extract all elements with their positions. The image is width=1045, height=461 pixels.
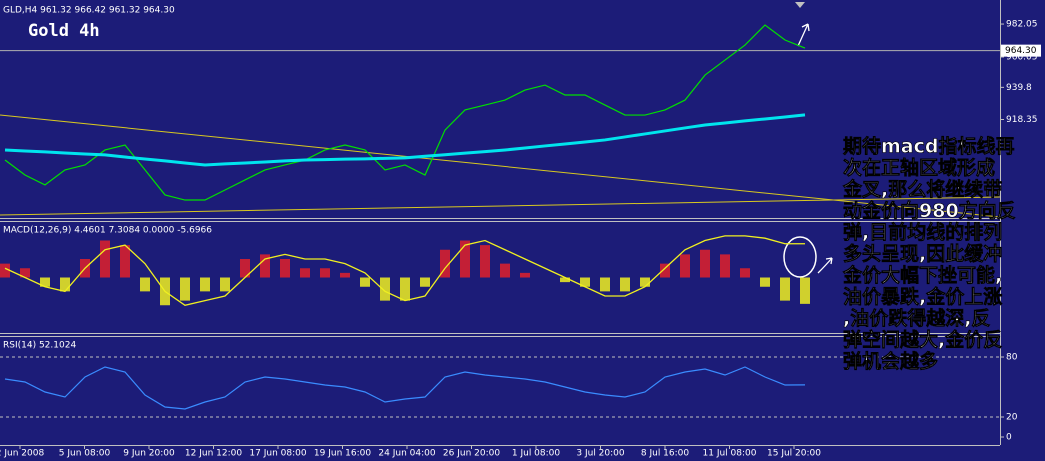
histogram-bar — [500, 263, 510, 278]
histogram-bar — [620, 277, 630, 292]
histogram-bar — [680, 254, 690, 278]
x-tick-label: 15 Jul 20:00 — [767, 449, 821, 459]
annotation-line: 次在正轴区域形成 — [843, 156, 995, 179]
histogram-bar — [20, 268, 30, 278]
histogram-bar — [760, 277, 770, 287]
x-tick-label: 1 Jul 08:00 — [512, 449, 561, 459]
x-tick-label: 8 Jul 16:00 — [641, 449, 690, 459]
x-tick-label: 24 Jun 04:00 — [378, 449, 435, 459]
annotation-line: 多头呈现,因此缓冲 — [843, 242, 1002, 265]
histogram-bar — [780, 277, 790, 301]
shift-marker — [795, 2, 805, 8]
price-header: GLD,H4 961.32 966.42 961.32 964.30 — [3, 6, 175, 16]
histogram-bar — [120, 245, 130, 278]
histogram-bar — [320, 268, 330, 278]
annotation-line: 金价大幅下挫可能, — [842, 264, 1002, 287]
histogram-bar — [660, 263, 670, 278]
x-tick-label: 17 Jun 08:00 — [249, 449, 306, 459]
x-tick-label: 12 Jun 12:00 — [185, 449, 242, 459]
y-tick-label: 939.8 — [1006, 83, 1032, 93]
histogram-bar — [740, 268, 750, 278]
histogram-bar — [180, 277, 190, 301]
histogram-bar — [260, 254, 270, 278]
x-tick-label: 9 Jun 20:00 — [123, 449, 175, 459]
histogram-bar — [60, 277, 70, 292]
arrow — [797, 23, 810, 47]
x-tick-label: 26 Jun 20:00 — [443, 449, 500, 459]
histogram-bar — [400, 277, 410, 301]
x-tick-label: 3 Jul 20:00 — [576, 449, 625, 459]
annotation-line: 弹空间越大,金价反 — [843, 328, 1002, 351]
histogram-bar — [700, 249, 710, 278]
y-tick-label: 918.35 — [1006, 115, 1038, 125]
trend-line — [0, 196, 1001, 216]
histogram-bar — [220, 277, 230, 292]
histogram-bar — [280, 259, 290, 278]
histogram-bar — [560, 277, 570, 283]
histogram-bar — [580, 277, 590, 287]
annotation-line: 金叉,那么将继续带 — [842, 178, 1002, 201]
histogram-bar — [200, 277, 210, 292]
histogram-bar — [720, 254, 730, 278]
annotation-line: 期待macd指标线再 — [843, 135, 1014, 158]
x-tick-label: 5 Jun 08:00 — [59, 449, 111, 459]
histogram-bar — [420, 277, 430, 287]
histogram-bar — [600, 277, 610, 292]
y-tick-label: 20 — [1006, 413, 1018, 423]
histogram-bar — [0, 263, 10, 278]
annotation-line: ,油价跌得越深,反 — [843, 307, 990, 330]
current-price-label: 964.30 — [1005, 46, 1037, 56]
current-price-box — [1001, 44, 1041, 57]
annotation-line: 动金价向980方向反 — [843, 199, 1016, 222]
histogram-bar — [440, 249, 450, 278]
histogram-bar — [460, 240, 470, 278]
histogram-bar — [800, 277, 810, 304]
histogram-bar — [300, 268, 310, 278]
histogram-bar — [520, 272, 530, 278]
annotation-line: 油价暴跌,金价上涨 — [843, 285, 1002, 308]
chart-subtitle: Gold 4h — [28, 21, 100, 41]
frame — [0, 0, 1001, 446]
series-line — [4, 366, 806, 410]
histogram-bar — [360, 277, 370, 287]
annotation-line: 弹机会越多 — [843, 350, 938, 373]
histogram-bar — [140, 277, 150, 292]
x-tick-label: 2 Jun 2008 — [0, 449, 44, 459]
histogram-bar — [380, 277, 390, 301]
y-tick-label: 960.05 — [1006, 53, 1038, 63]
macd-header: MACD(12,26,9) 4.4601 7.3084 0.0000 -5.69… — [3, 226, 212, 236]
series-line — [4, 24, 806, 201]
signal-line — [4, 235, 805, 306]
histogram-bar — [340, 272, 350, 278]
annotation-line: 弹,目前均线的排列 — [843, 221, 1002, 244]
histogram-bar — [240, 259, 250, 278]
highlight-circle — [783, 236, 817, 278]
rsi-header: RSI(14) 52.1024 — [3, 341, 76, 351]
histogram-bar — [480, 245, 490, 278]
y-tick-label: 0 — [1006, 433, 1012, 443]
histogram-bar — [100, 240, 110, 278]
arrow — [817, 257, 833, 274]
y-tick-label: 80 — [1006, 353, 1018, 363]
x-tick-label: 11 Jul 08:00 — [703, 449, 757, 459]
series-line — [4, 113, 806, 167]
histogram-bar — [640, 277, 650, 287]
y-tick-label: 982.05 — [1006, 20, 1038, 30]
x-tick-label: 19 Jun 16:00 — [314, 449, 371, 459]
histogram-bar — [40, 277, 50, 287]
